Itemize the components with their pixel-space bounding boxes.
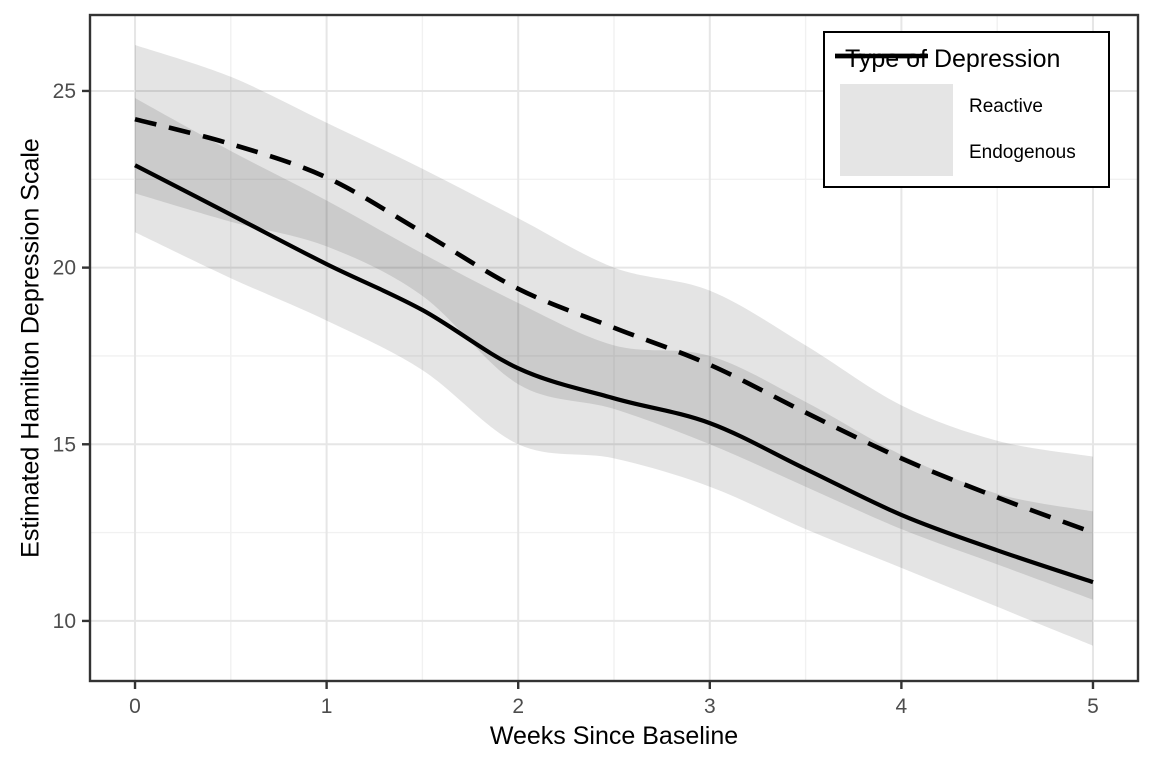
x-tick-label: 2 (512, 695, 524, 718)
y-tick-label: 15 (53, 433, 76, 456)
legend-key-dashed-line-icon (835, 53, 953, 176)
legend-label-endogenous: Endogenous (969, 142, 1076, 163)
trend-line-reactive (134, 163, 1094, 585)
trend-line-endogenous (134, 116, 1094, 535)
legend-item-endogenous: Endogenous (835, 53, 1108, 176)
legend-item-reactive: Reactive (835, 53, 1108, 130)
x-tick-label: 4 (896, 695, 908, 718)
x-tick-label: 0 (129, 695, 141, 718)
ci-ribbon-endogenous (135, 45, 1093, 600)
x-tick-label: 3 (704, 695, 716, 718)
x-tick-label: 5 (1087, 695, 1099, 718)
y-axis-title: Estimated Hamilton Depression Scale (16, 138, 45, 558)
y-tick-label: 25 (53, 80, 76, 103)
ci-ribbon-reactive (135, 98, 1093, 646)
legend: Type of Depression Reactive Endogenous (823, 31, 1110, 188)
legend-label-reactive: Reactive (969, 96, 1043, 117)
panel-border (88, 13, 1140, 683)
legend-key-solid-line-icon (835, 53, 953, 130)
legend-title: Type of Depression (845, 45, 1061, 73)
x-axis-title: Weeks Since Baseline (489, 722, 739, 750)
y-tick-label: 20 (53, 257, 76, 280)
x-tick-label: 1 (321, 695, 333, 718)
y-tick-label: 10 (53, 610, 76, 633)
